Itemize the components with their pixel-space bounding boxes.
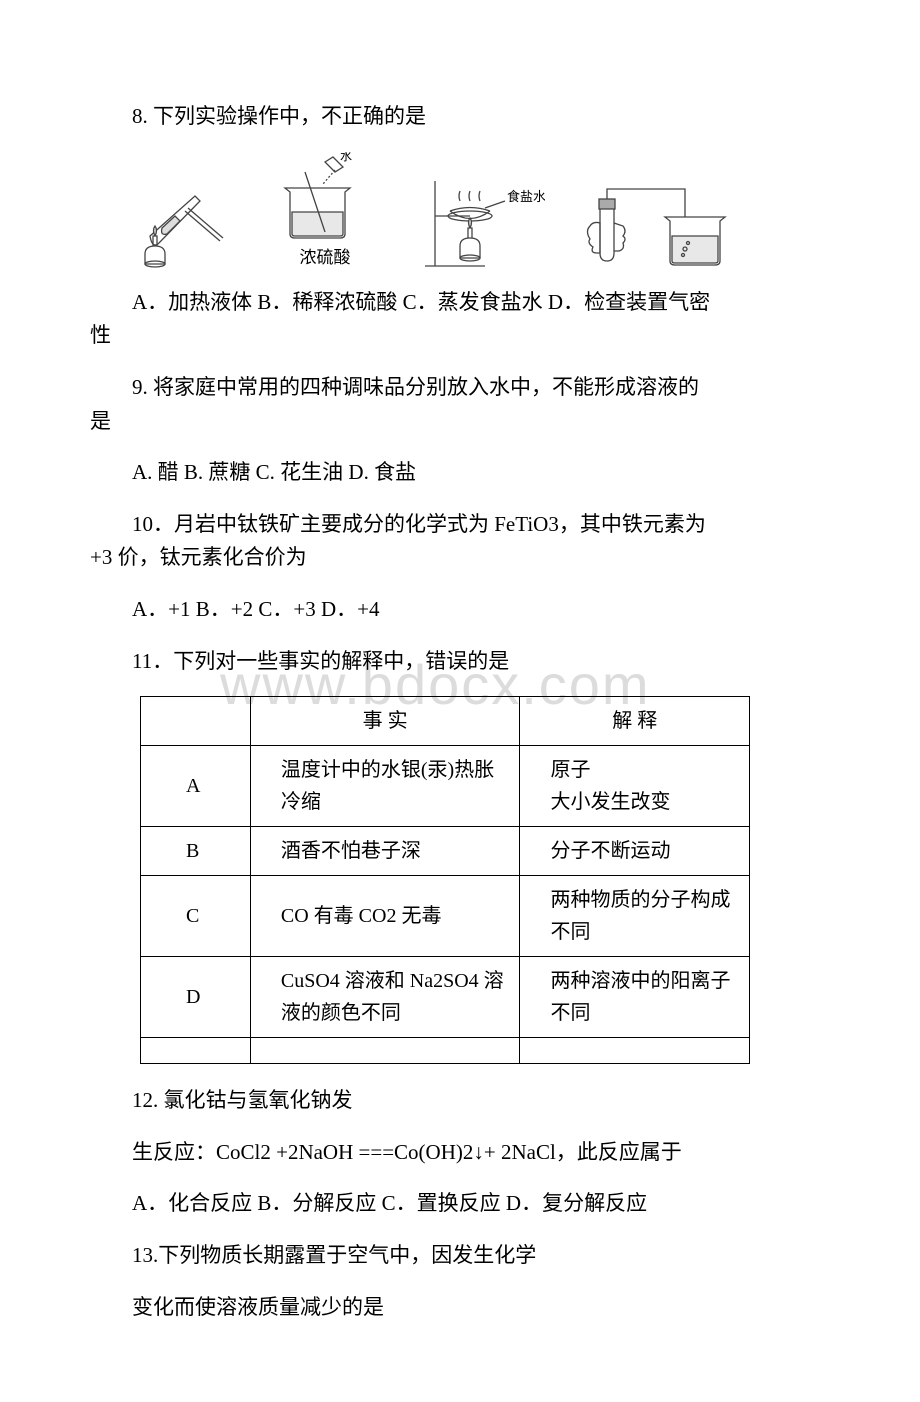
q8-options-line2: 性 — [90, 319, 830, 353]
table-row: B 酒香不怕巷子深 分子不断运动 — [141, 827, 750, 876]
q12-line2: 生反应：CoCl2 +2NaOH ===Co(OH)2↓+ 2NaCl，此反应属… — [90, 1136, 830, 1170]
q11-table: 事 实 解 释 A 温度计中的水银(汞)热胀冷缩 原子 大小发生改变 B 酒香不… — [140, 696, 750, 1064]
q10-stem-line2: +3 价，钛元素化合价为 — [90, 541, 830, 575]
cell-b-label: B — [141, 827, 251, 876]
q12-line1: 12. 氯化钴与氢氧化钠发 — [90, 1084, 830, 1118]
header-fact: 事 实 — [250, 697, 520, 746]
q13-line2: 变化而使溶液质量减少的是 — [90, 1291, 830, 1325]
cell-a-fact: 温度计中的水银(汞)热胀冷缩 — [250, 746, 520, 827]
cell-b-explain: 分子不断运动 — [520, 827, 750, 876]
q12-options: A．化合反应 B．分解反应 C．置换反应 D．复分解反应 — [90, 1187, 830, 1221]
q9-options: A. 醋 B. 蔗糖 C. 花生油 D. 食盐 — [90, 456, 830, 490]
table-empty-row — [141, 1038, 750, 1064]
dilute-acid-svg: 水 — [265, 152, 385, 242]
cell-d-fact: CuSO4 溶液和 Na2SO4 溶液的颜色不同 — [250, 957, 520, 1038]
cell-a-label: A — [141, 746, 251, 827]
q10-options: A．+1 B．+2 C．+3 D．+4 — [90, 593, 830, 627]
cell-d-label: D — [141, 957, 251, 1038]
svg-text:水: 水 — [340, 152, 352, 163]
q9-stem-line1: 9. 将家庭中常用的四种调味品分别放入水中，不能形成溶液的 — [90, 371, 830, 405]
heat-liquid-svg — [140, 186, 235, 271]
q11-stem: 11．下列对一些事实的解释中，错误的是 — [90, 645, 830, 679]
evaporate-svg: 食盐水 — [415, 176, 545, 271]
cell-c-label: C — [141, 876, 251, 957]
table-row: D CuSO4 溶液和 Na2SO4 溶液的颜色不同 两种溶液中的阳离子不同 — [141, 957, 750, 1038]
cell-c-fact: CO 有毒 CO2 无毒 — [250, 876, 520, 957]
diagram-a-heat-liquid — [140, 186, 235, 271]
q10-stem-line1: 10．月岩中钛铁矿主要成分的化学式为 FeTiO3，其中铁元素为 — [90, 508, 830, 542]
cell-a-explain: 原子 大小发生改变 — [520, 746, 750, 827]
q8-stem: 8. 下列实验操作中，不正确的是 — [90, 100, 830, 134]
cell-c-explain: 两种物质的分子构成不同 — [520, 876, 750, 957]
q8-diagrams: 水 浓硫酸 — [140, 152, 830, 271]
diagram-b-label: 浓硫酸 — [300, 244, 351, 271]
header-blank — [141, 697, 251, 746]
diagram-c-evaporate: 食盐水 — [415, 176, 545, 271]
q13-line1: 13.下列物质长期露置于空气中，因发生化学 — [90, 1239, 830, 1273]
airtight-svg — [575, 181, 735, 271]
header-explain: 解 释 — [520, 697, 750, 746]
table-row: A 温度计中的水银(汞)热胀冷缩 原子 大小发生改变 — [141, 746, 750, 827]
cell-d-explain: 两种溶液中的阳离子不同 — [520, 957, 750, 1038]
table-row: C CO 有毒 CO2 无毒 两种物质的分子构成不同 — [141, 876, 750, 957]
diagram-b-dilute-acid: 水 浓硫酸 — [265, 152, 385, 271]
q8-options-line1: A．加热液体 B．稀释浓硫酸 C．蒸发食盐水 D．检查装置气密 — [90, 286, 830, 320]
diagram-d-airtight — [575, 181, 735, 271]
table-header-row: 事 实 解 释 — [141, 697, 750, 746]
cell-b-fact: 酒香不怕巷子深 — [250, 827, 520, 876]
svg-text:食盐水: 食盐水 — [507, 189, 545, 204]
q9-stem-line2: 是 — [90, 405, 830, 439]
